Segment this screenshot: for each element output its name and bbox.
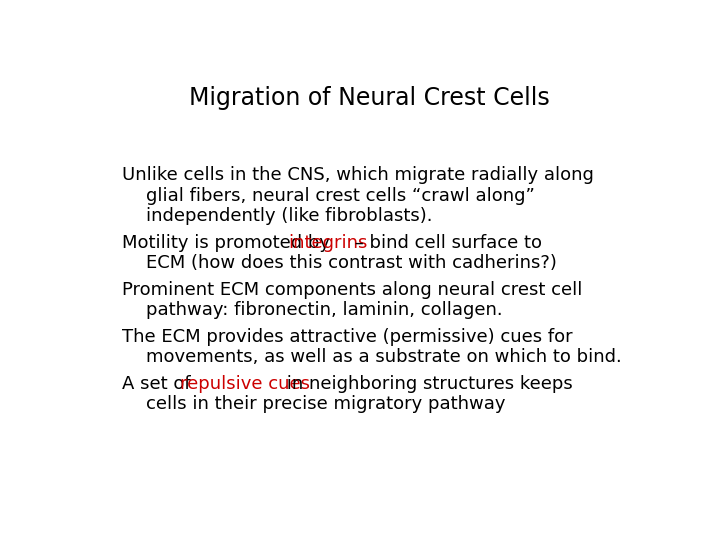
Text: glial fibers, neural crest cells “crawl along”: glial fibers, neural crest cells “crawl … [146, 187, 535, 205]
Text: Migration of Neural Crest Cells: Migration of Neural Crest Cells [189, 86, 549, 110]
Text: Prominent ECM components along neural crest cell: Prominent ECM components along neural cr… [122, 281, 582, 299]
Text: cells in their precise migratory pathway: cells in their precise migratory pathway [146, 395, 505, 413]
Text: A set of: A set of [122, 375, 197, 393]
Text: repulsive cues: repulsive cues [180, 375, 310, 393]
Text: The ECM provides attractive (permissive) cues for: The ECM provides attractive (permissive)… [122, 328, 573, 346]
Text: in neighboring structures keeps: in neighboring structures keeps [281, 375, 572, 393]
Text: – bind cell surface to: – bind cell surface to [349, 234, 542, 252]
Text: pathway: fibronectin, laminin, collagen.: pathway: fibronectin, laminin, collagen. [146, 301, 503, 319]
Text: ECM (how does this contrast with cadherins?): ECM (how does this contrast with cadheri… [146, 254, 557, 272]
Text: Motility is promoted by: Motility is promoted by [122, 234, 336, 252]
Text: movements, as well as a substrate on which to bind.: movements, as well as a substrate on whi… [146, 348, 622, 366]
Text: integrins: integrins [288, 234, 367, 252]
Text: Unlike cells in the CNS, which migrate radially along: Unlike cells in the CNS, which migrate r… [122, 166, 594, 184]
Text: independently (like fibroblasts).: independently (like fibroblasts). [146, 207, 433, 225]
